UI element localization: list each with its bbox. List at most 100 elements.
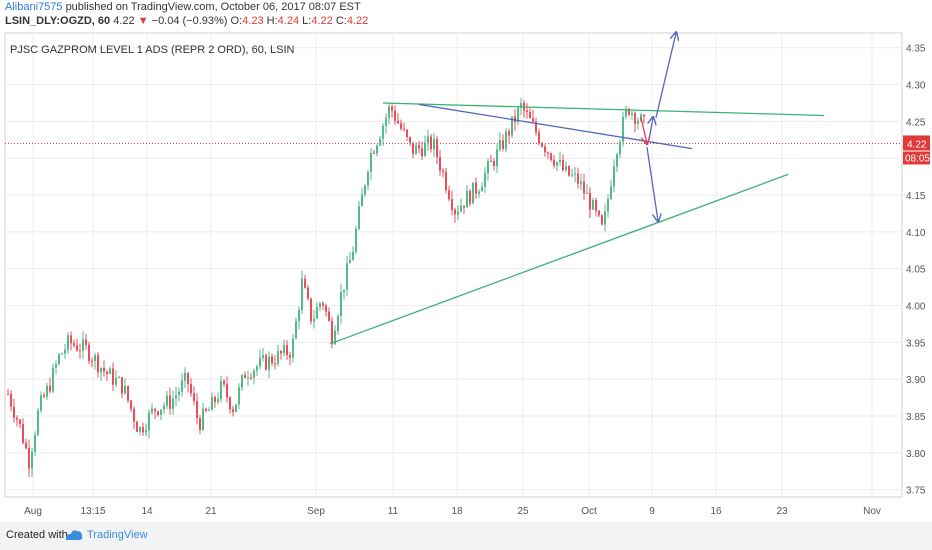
candle-body <box>463 205 465 208</box>
x-tick-label: 9 <box>649 506 655 517</box>
candle-body <box>571 174 573 176</box>
price-chart[interactable]: 4.354.304.254.204.154.104.054.003.953.90… <box>0 0 932 522</box>
candle-body <box>118 377 120 379</box>
candle-body <box>625 108 627 117</box>
candle-body <box>403 128 405 130</box>
candle-body <box>607 198 609 212</box>
candle-body <box>244 374 246 378</box>
high-value: 4.24 <box>277 15 300 27</box>
candle-body <box>367 171 369 186</box>
candle-body <box>475 182 477 194</box>
y-tick-label: 4.35 <box>906 44 926 55</box>
candle-body <box>439 157 441 171</box>
candle-body <box>469 190 471 204</box>
candle-body <box>34 434 36 452</box>
candle-body <box>190 384 192 394</box>
candle-body <box>283 344 285 354</box>
candle-body <box>583 181 585 194</box>
candle-body <box>574 173 576 175</box>
candle-body <box>565 165 567 171</box>
x-tick-label: 18 <box>451 506 463 517</box>
x-tick-label: 21 <box>205 506 217 517</box>
candle-body <box>40 395 42 411</box>
candle-body <box>169 395 171 409</box>
candle-body <box>217 399 219 402</box>
candle-body <box>412 142 414 155</box>
candle-body <box>7 393 9 395</box>
symbol-text: LSIN_DLY:OGZD, 60 <box>5 15 111 27</box>
candle-body <box>535 121 537 133</box>
candle-body <box>250 377 252 379</box>
candle-body <box>604 211 606 225</box>
candle-body <box>385 117 387 126</box>
y-tick-label: 4.30 <box>906 81 926 92</box>
candle-body <box>16 417 18 420</box>
author-link[interactable]: Alibani7575 <box>5 1 63 13</box>
candle-body <box>28 448 30 469</box>
candle-body <box>559 159 561 163</box>
candle-body <box>292 338 294 358</box>
candle-body <box>61 353 63 355</box>
published-text: published on TradingView.com, October 06… <box>65 1 361 13</box>
candle-body <box>541 143 543 147</box>
candle-body <box>328 311 330 321</box>
x-tick-label: Sep <box>307 506 325 517</box>
candle-body <box>289 355 291 358</box>
candle-body <box>109 368 111 374</box>
candle-body <box>337 316 339 331</box>
candle-body <box>373 152 375 154</box>
candle-body <box>259 357 261 367</box>
candle-body <box>70 335 72 344</box>
candle-body <box>544 146 546 153</box>
candle-body <box>97 355 99 373</box>
grid <box>5 33 902 497</box>
candle-body <box>595 200 597 211</box>
upper-trendline <box>382 102 825 117</box>
candle-body <box>133 408 135 422</box>
x-tick-label: 23 <box>776 506 788 517</box>
x-tick-label: Oct <box>581 506 597 517</box>
candle-body <box>91 360 93 362</box>
candle-body <box>379 138 381 146</box>
candle-body <box>247 377 249 379</box>
candle-body <box>586 192 588 194</box>
low-value: 4.22 <box>311 15 333 27</box>
candle-body <box>514 116 516 123</box>
candle-body <box>49 385 51 392</box>
candle-body <box>382 125 384 139</box>
candle-body <box>556 162 558 166</box>
candle-body <box>226 384 228 398</box>
y-tick-label: 4.25 <box>906 117 926 128</box>
candle-body <box>325 305 327 312</box>
candle-body <box>43 395 45 397</box>
candle-body <box>82 339 84 352</box>
candle-body <box>358 206 360 230</box>
candle-body <box>214 397 216 402</box>
candle-body <box>220 380 222 400</box>
tradingview-logo-icon <box>64 528 84 547</box>
candle-body <box>238 387 240 405</box>
down-triangle-icon: ▼ <box>137 15 149 27</box>
candle-body <box>85 339 87 345</box>
candle-body <box>376 145 378 154</box>
candle-body <box>199 418 201 430</box>
candle-body <box>460 205 462 212</box>
candle-body <box>148 412 150 431</box>
created-with-text: Created with <box>6 529 68 541</box>
y-tick-label: 3.75 <box>906 486 926 497</box>
candle-body <box>478 191 480 194</box>
open-label: O: <box>230 15 243 27</box>
candle-body <box>538 132 540 144</box>
candle-body <box>175 395 177 399</box>
candle-body <box>124 385 126 394</box>
y-tick-label: 3.95 <box>906 338 926 349</box>
last-price: 4.22 <box>113 15 135 27</box>
tradingview-brand[interactable]: TradingView <box>87 529 148 541</box>
candle-body <box>313 318 315 322</box>
y-tick-label: 3.80 <box>906 449 926 460</box>
x-tick-label: 16 <box>710 506 722 517</box>
candle-body <box>52 367 54 392</box>
candle-body <box>100 367 102 373</box>
candle-body <box>457 211 459 215</box>
low-label: L: <box>302 15 312 27</box>
